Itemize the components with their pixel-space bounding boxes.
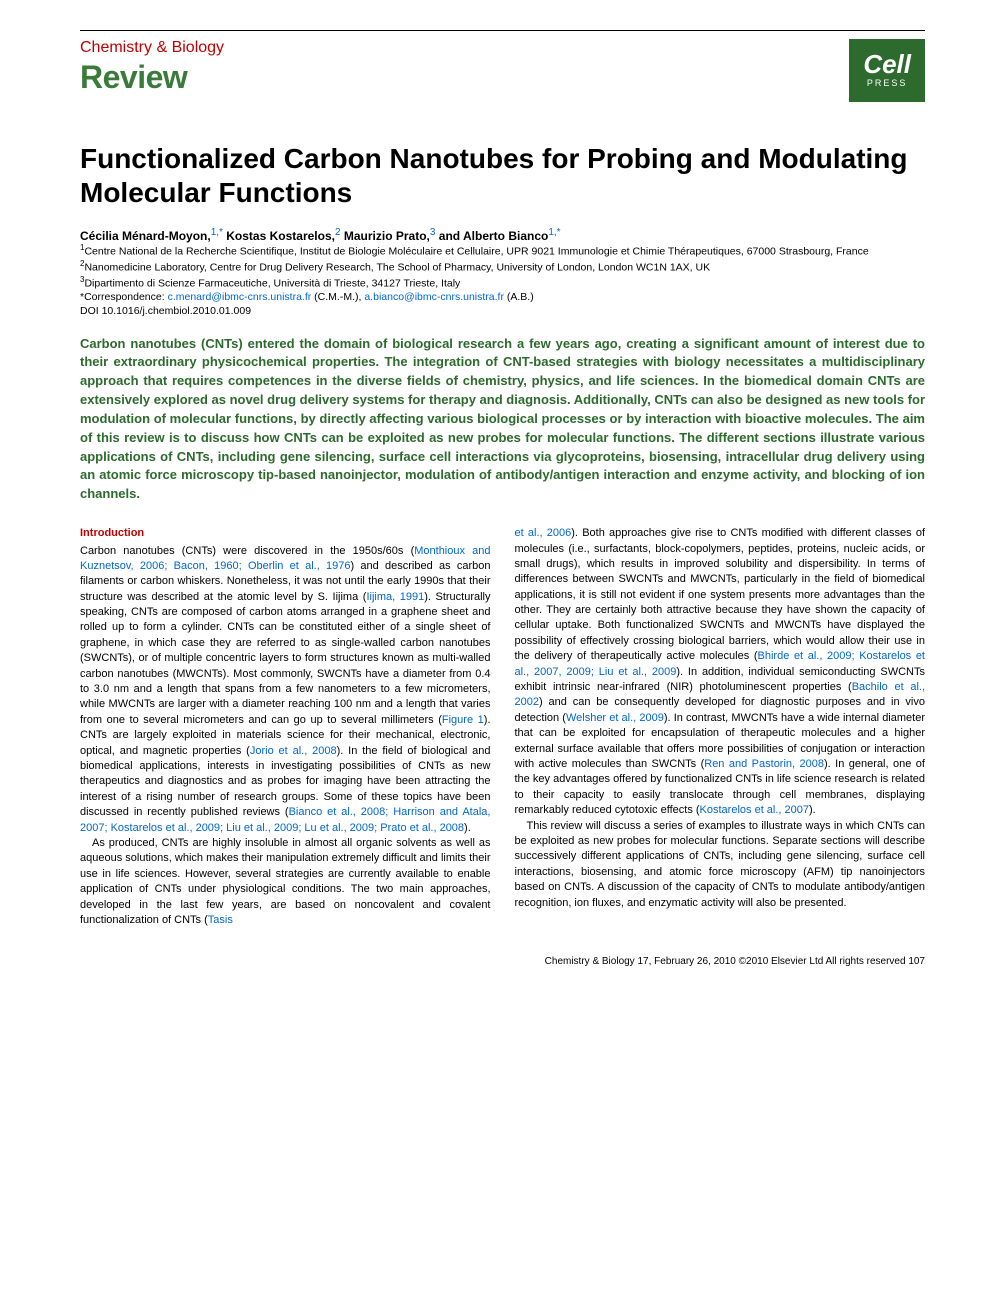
journal-name: Chemistry & Biology xyxy=(80,39,224,57)
cell-press-logo: Cell PRESS xyxy=(849,39,925,102)
column-left: Introduction Carbon nanotubes (CNTs) wer… xyxy=(80,526,491,928)
affiliation-1: 1Centre National de la Recherche Scienti… xyxy=(80,243,925,259)
authors-block: Cécilia Ménard-Moyon,1,* Kostas Kostarel… xyxy=(80,227,925,318)
body-paragraph: This review will discuss a series of exa… xyxy=(515,819,926,911)
body-paragraph: As produced, CNTs are highly insoluble i… xyxy=(80,836,491,928)
body-paragraph: Carbon nanotubes (CNTs) were discovered … xyxy=(80,544,491,836)
doi: DOI 10.1016/j.chembiol.2010.01.009 xyxy=(80,304,925,318)
author-list: Cécilia Ménard-Moyon,1,* Kostas Kostarel… xyxy=(80,227,925,243)
affiliations: 1Centre National de la Recherche Scienti… xyxy=(80,243,925,318)
page-header: Chemistry & Biology Review Cell PRESS xyxy=(80,30,925,102)
body-paragraph: et al., 2006). Both approaches give rise… xyxy=(515,526,926,818)
affiliation-2: 2Nanomedicine Laboratory, Centre for Dru… xyxy=(80,259,925,275)
header-left: Chemistry & Biology Review xyxy=(80,39,224,96)
page-footer: Chemistry & Biology 17, February 26, 201… xyxy=(80,956,925,967)
column-right: et al., 2006). Both approaches give rise… xyxy=(515,526,926,928)
article-type: Review xyxy=(80,59,224,96)
logo-sub: PRESS xyxy=(863,79,911,88)
logo-main: Cell xyxy=(863,49,911,79)
article-title: Functionalized Carbon Nanotubes for Prob… xyxy=(80,142,925,209)
correspondence: *Correspondence: c.menard@ibmc-cnrs.unis… xyxy=(80,290,925,304)
abstract: Carbon nanotubes (CNTs) entered the doma… xyxy=(80,335,925,505)
title-block: Functionalized Carbon Nanotubes for Prob… xyxy=(80,142,925,209)
intro-heading: Introduction xyxy=(80,526,491,541)
body-columns: Introduction Carbon nanotubes (CNTs) wer… xyxy=(80,526,925,928)
affiliation-3: 3Dipartimento di Scienze Farmaceutiche, … xyxy=(80,275,925,291)
